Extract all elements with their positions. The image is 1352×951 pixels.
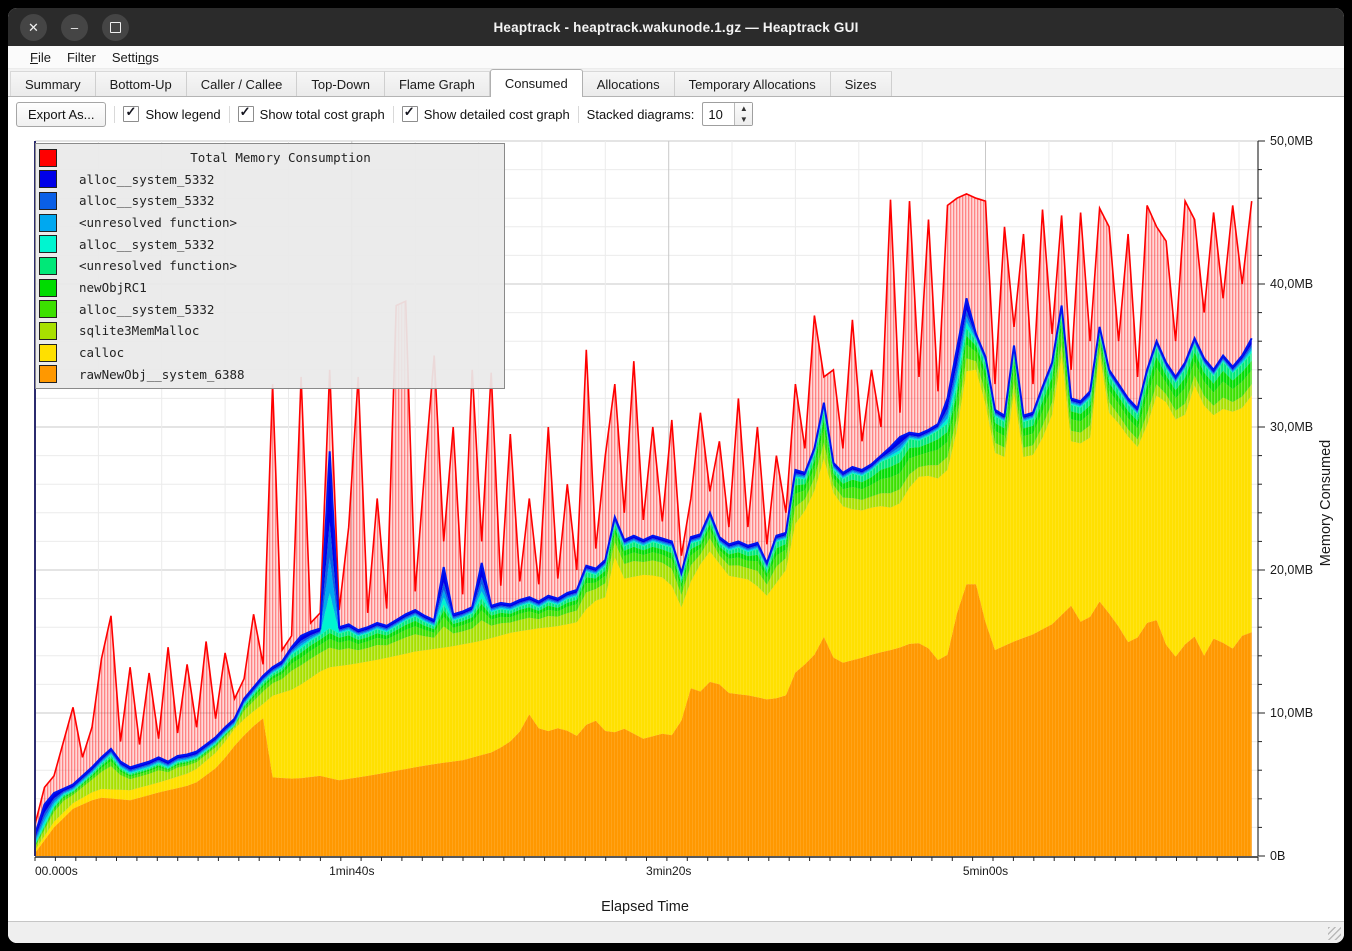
tab-temporary-allocations[interactable]: Temporary Allocations xyxy=(674,71,831,96)
legend-swatch-icon xyxy=(39,213,57,232)
legend-label: alloc__system_5332 xyxy=(79,301,215,317)
legend-item[interactable]: alloc__system_5332 xyxy=(36,169,504,189)
legend-swatch-icon xyxy=(39,343,57,362)
tab-bar: Summary Bottom-Up Caller / Callee Top-Down F… xyxy=(8,69,1344,97)
window-controls: ✕ – xyxy=(20,8,129,46)
stacked-diagrams-label: Stacked diagrams: xyxy=(586,106,695,122)
legend-swatch-icon xyxy=(39,365,57,384)
menu-filter[interactable]: Filter xyxy=(66,49,96,65)
y-tick-label: 0B xyxy=(1270,849,1285,863)
chart-legend[interactable]: Total Memory Consumption alloc__system_53… xyxy=(35,143,505,389)
total-consumption-line xyxy=(34,193,1253,825)
status-bar xyxy=(8,921,1344,943)
tab-top-down[interactable]: Top-Down xyxy=(297,71,385,96)
memory-consumption-plot[interactable]: 00.000s 1min40s 3min20s 5min00s 0B 10,0MB 20,0… xyxy=(8,130,1344,921)
legend-label: alloc__system_5332 xyxy=(79,193,215,209)
legend-label: alloc__system_5332 xyxy=(79,236,215,252)
x-axis-title: Elapsed Time xyxy=(601,899,689,915)
tab-allocations[interactable]: Allocations xyxy=(582,71,675,96)
legend-item[interactable]: calloc xyxy=(36,343,504,363)
tab-flame-graph[interactable]: Flame Graph xyxy=(384,71,490,96)
menubar: File Filter Settings xyxy=(8,46,1344,69)
x-tick-label: 3min20s xyxy=(646,864,691,878)
checkbox-label: Show total cost graph xyxy=(259,106,385,122)
legend-item[interactable]: alloc__system_5332 xyxy=(36,299,504,319)
checkbox-show-legend[interactable]: ✓ Show legend xyxy=(123,104,221,122)
x-tick-label: 5min00s xyxy=(963,864,1008,878)
legend-label: newObjRC1 xyxy=(79,280,147,296)
legend-item[interactable]: alloc__system_5332 xyxy=(36,234,504,254)
y-tick-label: 10,0MB xyxy=(1270,706,1313,720)
legend-item[interactable]: sqlite3MemMalloc xyxy=(36,321,504,341)
maximize-icon[interactable] xyxy=(102,13,129,41)
legend-label: <unresolved function> xyxy=(79,258,238,274)
resize-grip-icon[interactable] xyxy=(1328,927,1341,940)
legend-item[interactable]: rawNewObj__system_6388 xyxy=(36,364,504,384)
legend-item[interactable]: alloc__system_5332 xyxy=(36,191,504,211)
legend-label: sqlite3MemMalloc xyxy=(79,323,200,339)
y-tick-label: 50,0MB xyxy=(1270,134,1313,148)
solid-top-line xyxy=(34,298,1253,835)
legend-item[interactable]: newObjRC1 xyxy=(36,278,504,298)
legend-item[interactable]: <unresolved function> xyxy=(36,256,504,276)
menu-file[interactable]: File xyxy=(30,49,51,65)
legend-label: <unresolved function> xyxy=(79,215,238,231)
toolbar-separator xyxy=(114,105,116,123)
titlebar: ✕ – Heaptrack - heaptrack.wakunode.1.gz … xyxy=(8,8,1344,46)
checkbox-label: Show detailed cost graph xyxy=(423,106,570,122)
toolbar-separator xyxy=(392,105,394,123)
checkbox-show-total-cost-graph[interactable]: ✓ Show total cost graph xyxy=(237,104,385,122)
stacked-diagrams-spinbox[interactable]: 10 ▲ ▼ xyxy=(702,102,754,126)
legend-label: rawNewObj__system_6388 xyxy=(79,366,245,382)
window-title: Heaptrack - heaptrack.wakunode.1.gz — He… xyxy=(493,19,859,35)
legend-swatch-icon xyxy=(39,170,57,189)
checkbox-box[interactable]: ✓ xyxy=(237,104,254,122)
legend-swatch-icon xyxy=(39,256,57,275)
tab-summary[interactable]: Summary xyxy=(10,71,96,96)
legend-label: calloc xyxy=(79,345,125,361)
legend-swatch-icon xyxy=(39,278,57,297)
consumed-chart: 00.000s 1min40s 3min20s 5min00s 0B 10,0MB 20,0… xyxy=(8,130,1344,921)
minimize-icon[interactable]: – xyxy=(61,13,88,41)
legend-item[interactable]: <unresolved function> xyxy=(36,213,504,233)
close-icon[interactable]: ✕ xyxy=(20,13,47,41)
spinbox-arrows: ▲ ▼ xyxy=(734,103,753,125)
checkmark-icon: ✓ xyxy=(239,104,251,119)
menu-settings[interactable]: Settings xyxy=(111,49,159,65)
tab-bottom-up[interactable]: Bottom-Up xyxy=(95,71,187,96)
legend-label: Total Memory Consumption xyxy=(190,150,371,166)
legend-item[interactable]: Total Memory Consumption xyxy=(36,148,504,168)
toolbar: Export As... ✓ Show legend ✓ Show total cos… xyxy=(8,97,1344,131)
heaptrack-window: ✕ – Heaptrack - heaptrack.wakunode.1.gz … xyxy=(8,8,1344,943)
toolbar-separator xyxy=(577,105,579,123)
y-tick-label: 20,0MB xyxy=(1270,563,1313,577)
checkbox-box[interactable]: ✓ xyxy=(123,104,140,122)
toolbar-separator xyxy=(228,105,230,123)
spinbox-value[interactable]: 10 xyxy=(708,106,723,122)
x-tick-label: 1min40s xyxy=(329,864,374,878)
checkmark-icon: ✓ xyxy=(125,104,137,119)
checkbox-box[interactable]: ✓ xyxy=(401,104,418,122)
tab-consumed[interactable]: Consumed xyxy=(489,69,583,97)
spin-up-icon[interactable]: ▲ xyxy=(739,103,748,113)
checkmark-icon: ✓ xyxy=(403,104,415,119)
legend-swatch-icon xyxy=(39,235,57,254)
tab-caller-callee[interactable]: Caller / Callee xyxy=(186,71,298,96)
spin-down-icon[interactable]: ▼ xyxy=(739,114,748,124)
y-tick-label: 40,0MB xyxy=(1270,277,1313,291)
y-axis-title: Memory Consumed xyxy=(1318,440,1334,567)
x-tick-label: 00.000s xyxy=(35,864,78,878)
tab-sizes[interactable]: Sizes xyxy=(830,71,892,96)
legend-label: alloc__system_5332 xyxy=(79,171,215,187)
legend-swatch-icon xyxy=(39,148,57,167)
legend-swatch-icon xyxy=(39,300,57,319)
checkbox-label: Show legend xyxy=(145,106,221,122)
y-tick-label: 30,0MB xyxy=(1270,420,1313,434)
checkbox-show-detailed-cost-graph[interactable]: ✓ Show detailed cost graph xyxy=(401,104,570,122)
legend-swatch-icon xyxy=(39,321,57,340)
legend-swatch-icon xyxy=(39,191,57,210)
export-as-button[interactable]: Export As... xyxy=(16,101,107,127)
